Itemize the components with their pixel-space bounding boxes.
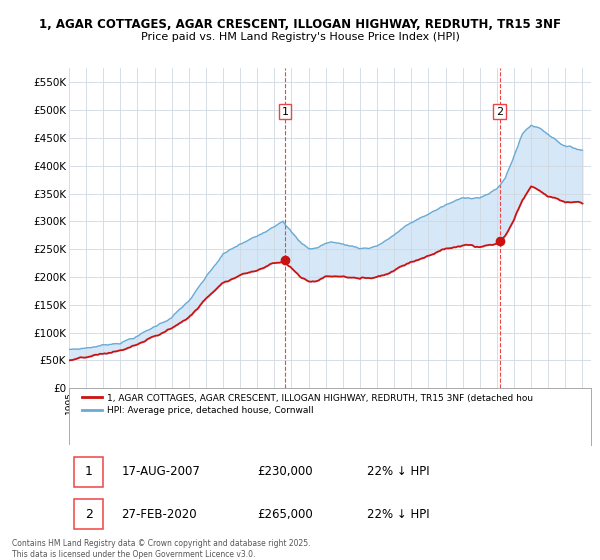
FancyBboxPatch shape <box>74 500 103 529</box>
Legend: 1, AGAR COTTAGES, AGAR CRESCENT, ILLOGAN HIGHWAY, REDRUTH, TR15 3NF (detached ho: 1, AGAR COTTAGES, AGAR CRESCENT, ILLOGAN… <box>79 390 536 419</box>
Text: 1: 1 <box>281 106 289 116</box>
Text: 17-AUG-2007: 17-AUG-2007 <box>121 465 200 478</box>
Text: 22% ↓ HPI: 22% ↓ HPI <box>367 465 429 478</box>
Text: Price paid vs. HM Land Registry's House Price Index (HPI): Price paid vs. HM Land Registry's House … <box>140 32 460 43</box>
Text: 2: 2 <box>85 508 92 521</box>
Text: 1: 1 <box>85 465 92 478</box>
Text: 1, AGAR COTTAGES, AGAR CRESCENT, ILLOGAN HIGHWAY, REDRUTH, TR15 3NF: 1, AGAR COTTAGES, AGAR CRESCENT, ILLOGAN… <box>39 18 561 31</box>
Text: 2: 2 <box>496 106 503 116</box>
Text: 22% ↓ HPI: 22% ↓ HPI <box>367 508 429 521</box>
Text: £265,000: £265,000 <box>257 508 313 521</box>
FancyBboxPatch shape <box>74 456 103 487</box>
Text: 27-FEB-2020: 27-FEB-2020 <box>121 508 197 521</box>
Text: Contains HM Land Registry data © Crown copyright and database right 2025.
This d: Contains HM Land Registry data © Crown c… <box>12 539 311 559</box>
Text: £230,000: £230,000 <box>257 465 313 478</box>
